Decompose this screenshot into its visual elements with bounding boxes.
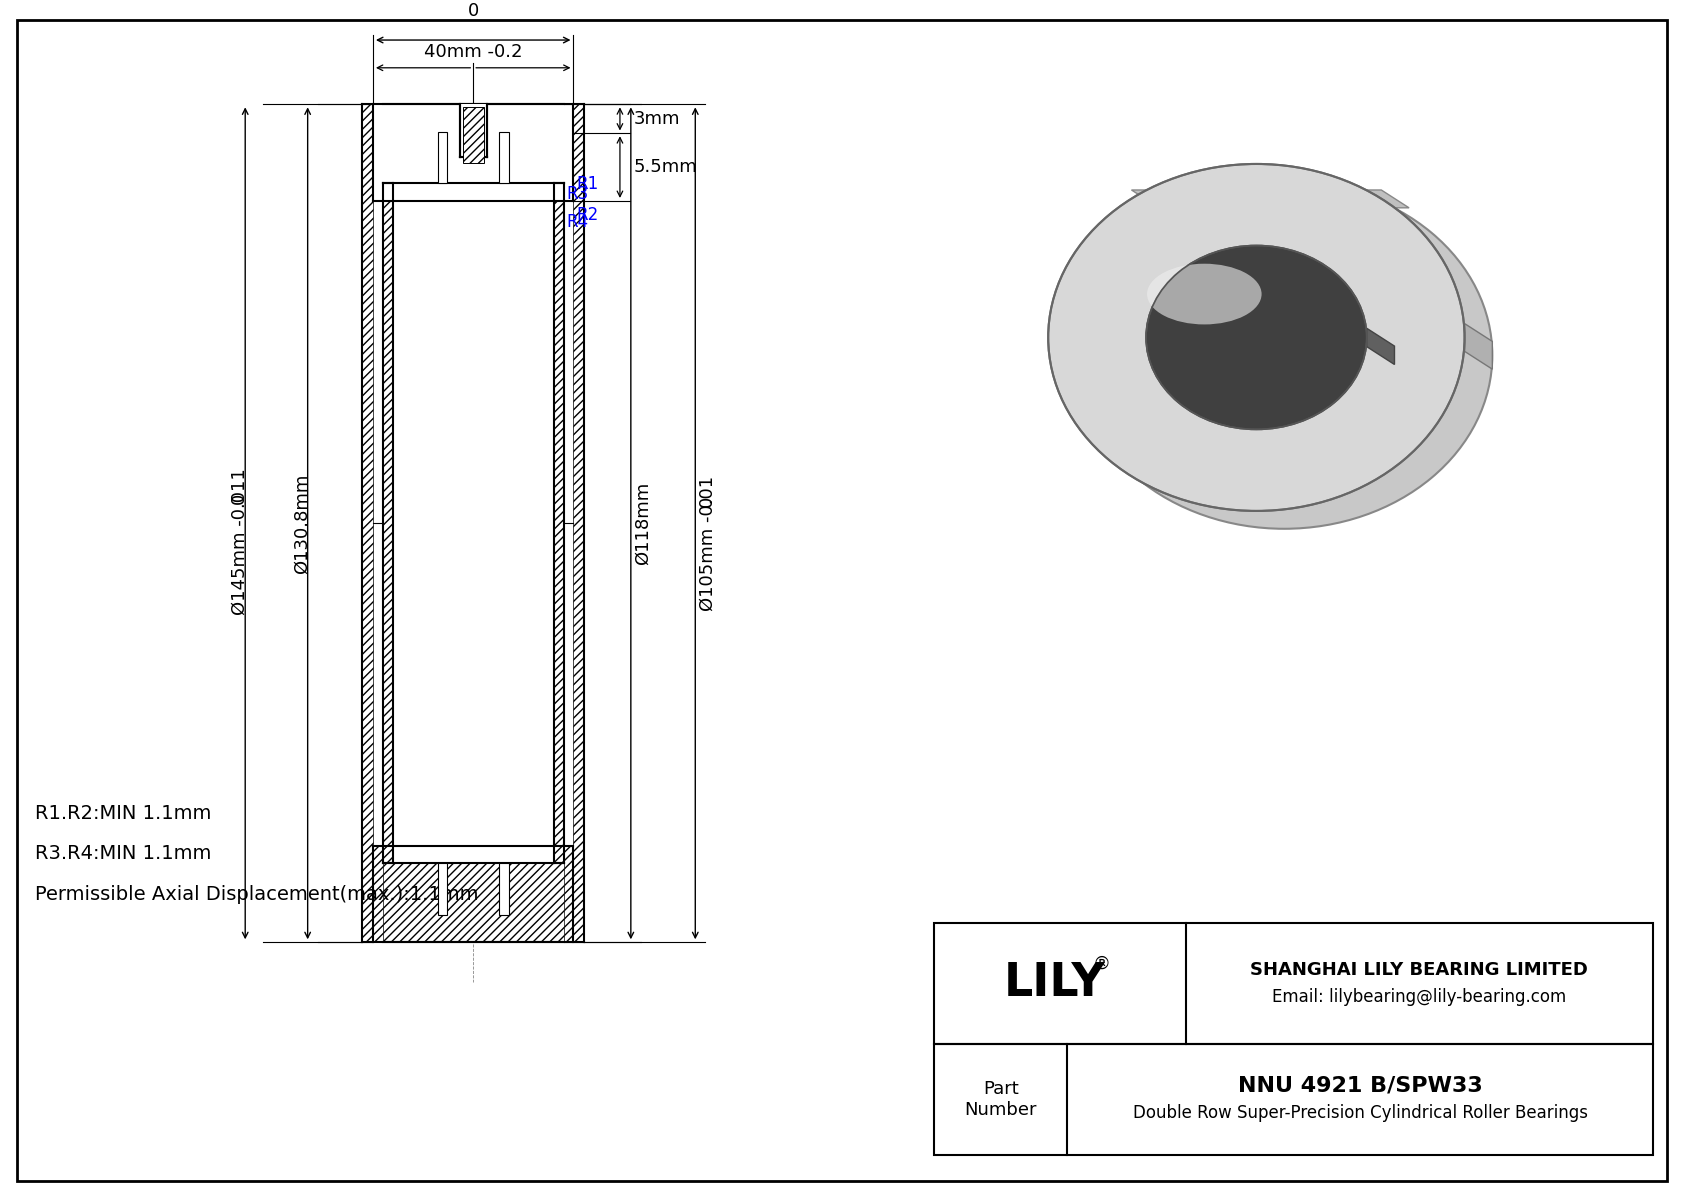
Text: LILY: LILY bbox=[1004, 961, 1106, 1006]
Text: 0: 0 bbox=[231, 493, 248, 504]
Text: Permissible Axial Displacement(max.):1.1mm: Permissible Axial Displacement(max.):1.1… bbox=[35, 885, 478, 904]
Bar bbox=[438, 132, 448, 183]
Text: 40mm -0.2: 40mm -0.2 bbox=[424, 43, 522, 61]
Bar bbox=[460, 105, 487, 157]
Bar bbox=[498, 132, 509, 183]
Text: R1.R2:MIN 1.1mm: R1.R2:MIN 1.1mm bbox=[35, 804, 212, 823]
Text: SHANGHAI LILY BEARING LIMITED: SHANGHAI LILY BEARING LIMITED bbox=[1251, 961, 1588, 979]
Text: R3: R3 bbox=[566, 186, 589, 204]
Bar bbox=[463, 107, 483, 162]
Text: 3mm: 3mm bbox=[633, 110, 680, 127]
Bar bbox=[554, 183, 564, 863]
Polygon shape bbox=[1367, 329, 1394, 364]
Text: R4: R4 bbox=[566, 213, 589, 231]
Bar bbox=[362, 105, 374, 942]
Text: Ø105mm -0.01: Ø105mm -0.01 bbox=[699, 475, 716, 611]
Text: Part
Number: Part Number bbox=[965, 1080, 1037, 1120]
Text: NNU 4921 B/SPW33: NNU 4921 B/SPW33 bbox=[1238, 1075, 1482, 1096]
Text: 0: 0 bbox=[468, 2, 478, 20]
Bar bbox=[382, 105, 564, 183]
Text: 0: 0 bbox=[699, 495, 716, 507]
Text: Ø118mm: Ø118mm bbox=[633, 481, 652, 565]
Bar bbox=[498, 863, 509, 915]
Ellipse shape bbox=[1047, 164, 1465, 511]
Text: Ø130.8mm: Ø130.8mm bbox=[293, 473, 312, 574]
Bar bbox=[382, 863, 564, 942]
Bar bbox=[935, 923, 1654, 1045]
Text: 5.5mm: 5.5mm bbox=[633, 158, 697, 176]
Ellipse shape bbox=[1147, 245, 1367, 430]
Bar bbox=[382, 183, 392, 863]
Ellipse shape bbox=[1076, 182, 1492, 529]
Bar bbox=[573, 105, 584, 942]
Text: Email: lilybearing@lily-bearing.com: Email: lilybearing@lily-bearing.com bbox=[1271, 987, 1566, 1005]
Text: R3.R4:MIN 1.1mm: R3.R4:MIN 1.1mm bbox=[35, 844, 212, 862]
Text: R1: R1 bbox=[576, 175, 598, 193]
Ellipse shape bbox=[1147, 263, 1261, 324]
Bar bbox=[438, 863, 448, 915]
Text: ®: ® bbox=[1093, 955, 1111, 973]
Bar bbox=[374, 105, 573, 201]
Bar bbox=[935, 1045, 1654, 1155]
Bar bbox=[374, 105, 573, 201]
Polygon shape bbox=[1132, 191, 1410, 207]
Text: R2: R2 bbox=[576, 206, 598, 224]
Polygon shape bbox=[1465, 324, 1492, 369]
Bar bbox=[392, 183, 554, 863]
Bar bbox=[374, 846, 573, 942]
Text: Double Row Super-Precision Cylindrical Roller Bearings: Double Row Super-Precision Cylindrical R… bbox=[1133, 1104, 1588, 1122]
Text: Ø145mm -0.011: Ø145mm -0.011 bbox=[231, 468, 248, 615]
Ellipse shape bbox=[1174, 263, 1394, 448]
